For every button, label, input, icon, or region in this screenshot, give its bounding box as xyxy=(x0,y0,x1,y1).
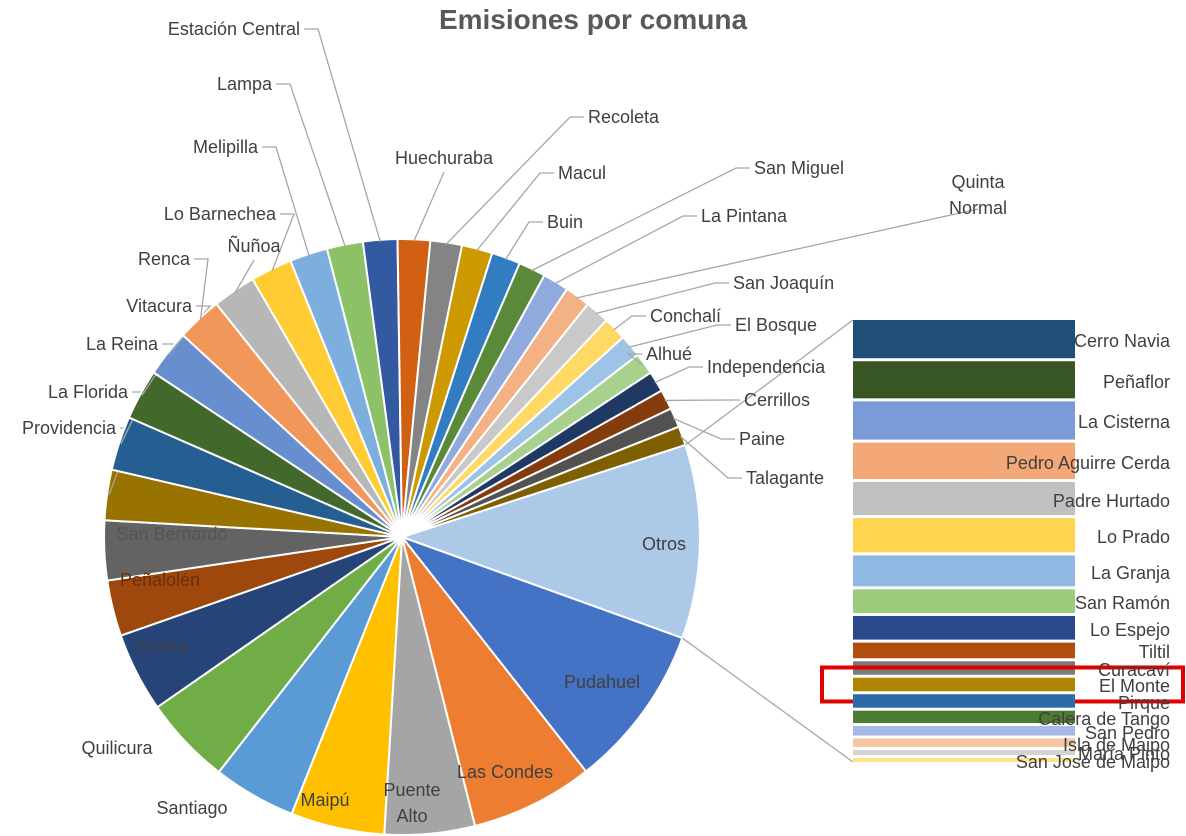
leader-line xyxy=(445,116,584,245)
data-label: San Ramón xyxy=(1074,593,1170,614)
data-label: Conchalí xyxy=(650,306,722,326)
leader-line xyxy=(194,258,209,321)
leader-line xyxy=(679,435,742,479)
leader-line xyxy=(304,28,381,242)
data-label: Paine xyxy=(739,429,786,449)
leader-line xyxy=(654,366,703,384)
leader-line xyxy=(476,172,554,252)
leader-line xyxy=(628,324,731,348)
bar-segment xyxy=(853,757,1075,762)
data-label: Melipilla xyxy=(192,137,258,157)
data-label: Macul xyxy=(558,163,607,183)
data-label: San Joaquín xyxy=(733,273,835,293)
leader-line xyxy=(672,417,735,440)
leader-line xyxy=(531,167,750,272)
leader-line xyxy=(276,83,346,247)
data-label: Pudahuel xyxy=(563,672,641,692)
data-label: La Pintana xyxy=(701,206,788,226)
bar-segment xyxy=(853,589,1075,613)
data-label: Vitacura xyxy=(126,296,192,316)
leader-line xyxy=(626,353,644,366)
data-label: Pedro Aguirre Cerda xyxy=(1005,452,1170,473)
data-label: La Florida xyxy=(47,382,128,402)
data-label: La Cisterna xyxy=(1077,412,1170,433)
bar-segment xyxy=(853,677,1075,692)
data-label: Quilicura xyxy=(81,738,153,758)
leader-line xyxy=(576,208,979,299)
chart-title: Emisiones por comuna xyxy=(438,4,748,35)
leader-line xyxy=(271,213,295,272)
data-label: Curacaví xyxy=(1097,660,1170,680)
data-label: Colina xyxy=(136,636,188,656)
data-label: Independencia xyxy=(707,357,826,377)
data-label: Calera de Tango xyxy=(1038,708,1170,729)
bar-segment xyxy=(853,361,1075,399)
leader-line xyxy=(595,282,729,315)
data-label: Providencia xyxy=(21,418,116,438)
data-label: La Reina xyxy=(85,334,158,354)
data-label: San José de Maipo xyxy=(1015,751,1170,772)
data-label: Peñaflor xyxy=(1102,371,1170,392)
bar-segment xyxy=(853,726,1075,736)
data-label: Renca xyxy=(137,249,190,269)
data-label: Isla de Maipo xyxy=(1062,734,1170,755)
data-label: Cerrillos xyxy=(744,390,811,410)
connector-line xyxy=(685,319,854,446)
data-label: Talagante xyxy=(746,468,825,488)
data-label: Lampa xyxy=(216,74,272,94)
data-label: Padre Hurtado xyxy=(1052,490,1170,511)
data-label: Lo Prado xyxy=(1096,527,1170,548)
pie-slice xyxy=(401,536,588,828)
data-label: Lo Barnechea xyxy=(163,204,276,224)
data-label: Buin xyxy=(547,212,584,232)
leader-line xyxy=(262,146,310,257)
data-label: Alhué xyxy=(646,344,693,364)
bar-segment xyxy=(853,320,1075,359)
leader-line xyxy=(504,221,543,260)
bar-segment xyxy=(853,694,1075,708)
data-label: Quinta Normal xyxy=(948,172,1007,218)
data-label: Las Condes xyxy=(456,762,554,782)
data-label: Huechuraba xyxy=(394,148,494,168)
data-label: Puente Alto xyxy=(383,780,441,826)
bar-segment xyxy=(853,710,1075,724)
data-label: La Granja xyxy=(1090,562,1170,583)
data-label: Maipú xyxy=(300,790,350,810)
data-label: San Pedro xyxy=(1084,722,1170,743)
bar-segment xyxy=(853,738,1075,747)
bar-segment xyxy=(853,518,1075,553)
data-label: Peñalolén xyxy=(119,570,201,590)
data-label: Santiago xyxy=(156,798,228,818)
data-label: Pirque xyxy=(1117,692,1170,713)
bar-segment xyxy=(853,749,1075,755)
bar-segment xyxy=(853,442,1075,479)
data-label: Estación Central xyxy=(167,19,300,39)
data-label: El Bosque xyxy=(735,315,818,335)
leader-line xyxy=(613,315,646,331)
data-label: El Monte xyxy=(1098,676,1170,697)
leader-line xyxy=(554,215,697,285)
leader-line xyxy=(234,259,255,293)
data-label: Recoleta xyxy=(588,107,660,127)
leader-line xyxy=(413,171,445,242)
bar-segment xyxy=(853,615,1075,640)
data-label: Lo Espejo xyxy=(1089,619,1170,640)
bar-segment xyxy=(853,401,1075,440)
data-label: San Bernardo xyxy=(116,524,228,544)
data-label: Cerro Navia xyxy=(1073,331,1170,352)
data-label: María Pinto xyxy=(1077,744,1170,765)
data-label: Ñuñoa xyxy=(227,236,281,256)
connector-line xyxy=(681,637,854,763)
bar-segment xyxy=(853,555,1075,587)
data-label: San Miguel xyxy=(754,158,845,178)
bar-segment xyxy=(853,481,1075,516)
data-label: Tiltil xyxy=(1138,642,1170,663)
pie-slice xyxy=(398,443,701,640)
pie-slice xyxy=(399,534,684,773)
bar-segment xyxy=(853,642,1075,659)
leader-line xyxy=(168,305,212,355)
data-label: Otros xyxy=(641,534,687,554)
